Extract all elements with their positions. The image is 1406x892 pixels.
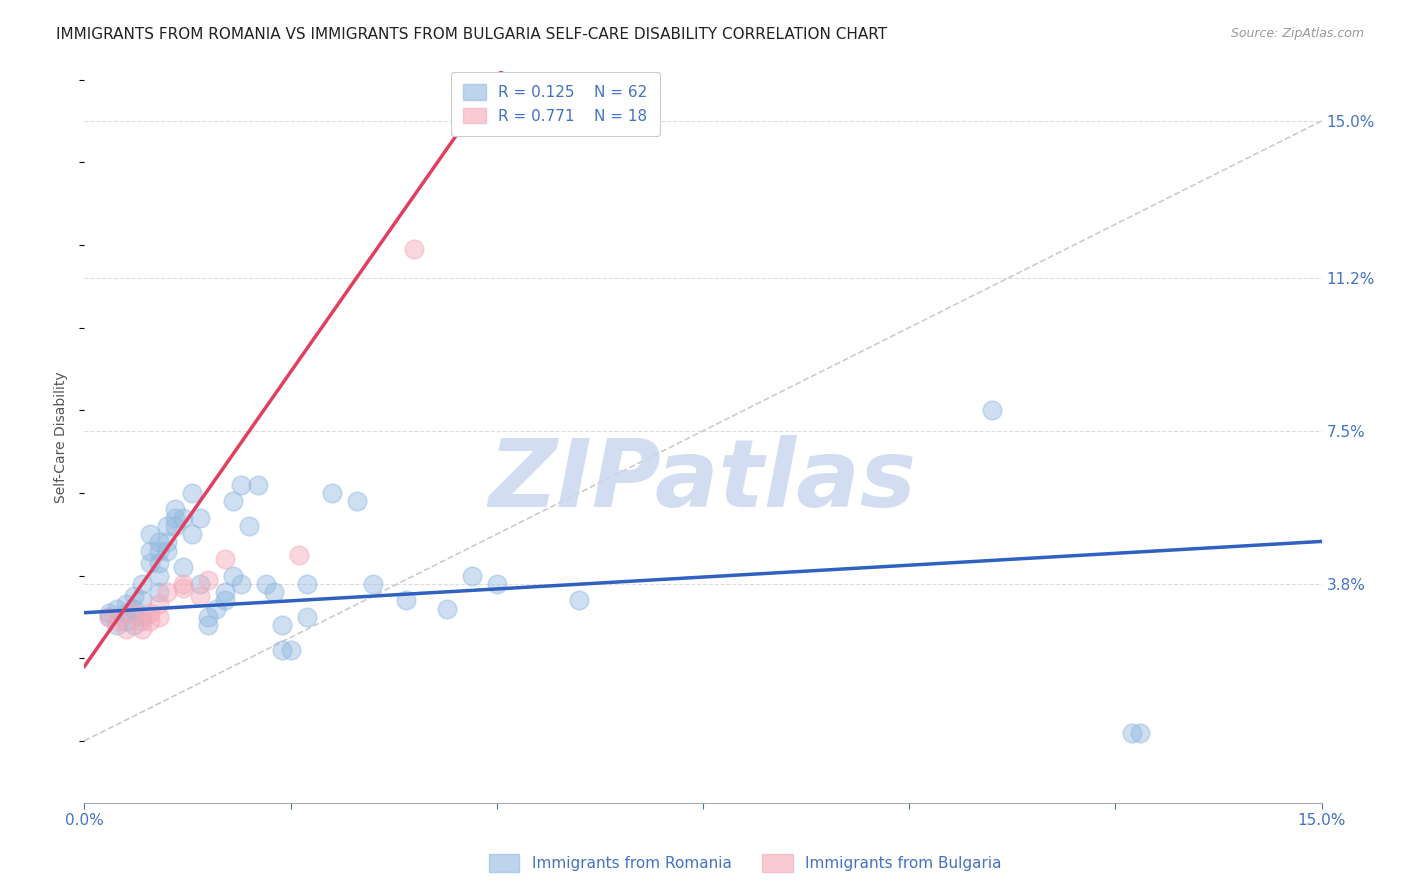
Point	[295, 576, 318, 591]
Point	[271, 643, 294, 657]
Point	[148, 535, 170, 549]
Point	[98, 610, 121, 624]
Point	[254, 576, 277, 591]
Point	[288, 548, 311, 562]
Point	[114, 622, 136, 636]
Point	[197, 618, 219, 632]
Point	[131, 622, 153, 636]
Legend: Immigrants from Romania, Immigrants from Bulgaria: Immigrants from Romania, Immigrants from…	[482, 847, 1008, 879]
Point	[229, 477, 252, 491]
Point	[122, 601, 145, 615]
Point	[139, 543, 162, 558]
Point	[485, 576, 508, 591]
Point	[139, 556, 162, 570]
Point	[980, 403, 1002, 417]
Point	[1121, 725, 1143, 739]
Point	[180, 486, 202, 500]
Point	[98, 610, 121, 624]
Point	[139, 614, 162, 628]
Y-axis label: Self-Care Disability: Self-Care Disability	[55, 371, 69, 503]
Point	[131, 610, 153, 624]
Point	[122, 589, 145, 603]
Point	[246, 477, 269, 491]
Point	[156, 585, 179, 599]
Point	[114, 598, 136, 612]
Point	[395, 593, 418, 607]
Point	[148, 568, 170, 582]
Point	[148, 598, 170, 612]
Point	[105, 601, 128, 615]
Point	[1129, 725, 1152, 739]
Point	[271, 618, 294, 632]
Text: ZIPatlas: ZIPatlas	[489, 435, 917, 527]
Point	[188, 510, 211, 524]
Point	[156, 535, 179, 549]
Legend: R = 0.125    N = 62, R = 0.771    N = 18: R = 0.125 N = 62, R = 0.771 N = 18	[451, 71, 659, 136]
Point	[172, 581, 194, 595]
Point	[139, 527, 162, 541]
Point	[114, 606, 136, 620]
Point	[321, 486, 343, 500]
Point	[98, 606, 121, 620]
Point	[205, 601, 228, 615]
Point	[263, 585, 285, 599]
Point	[214, 585, 236, 599]
Point	[222, 494, 245, 508]
Point	[114, 614, 136, 628]
Point	[156, 543, 179, 558]
Text: IMMIGRANTS FROM ROMANIA VS IMMIGRANTS FROM BULGARIA SELF-CARE DISABILITY CORRELA: IMMIGRANTS FROM ROMANIA VS IMMIGRANTS FR…	[56, 27, 887, 42]
Point	[131, 593, 153, 607]
Point	[131, 576, 153, 591]
Point	[172, 576, 194, 591]
Point	[346, 494, 368, 508]
Point	[156, 519, 179, 533]
Text: Source: ZipAtlas.com: Source: ZipAtlas.com	[1230, 27, 1364, 40]
Point	[165, 519, 187, 533]
Point	[188, 576, 211, 591]
Point	[295, 610, 318, 624]
Point	[172, 510, 194, 524]
Point	[148, 610, 170, 624]
Point	[461, 568, 484, 582]
Point	[238, 519, 260, 533]
Point	[122, 618, 145, 632]
Point	[404, 242, 426, 256]
Point	[180, 527, 202, 541]
Point	[197, 610, 219, 624]
Point	[568, 593, 591, 607]
Point	[188, 589, 211, 603]
Point	[165, 510, 187, 524]
Point	[280, 643, 302, 657]
Point	[148, 585, 170, 599]
Point	[131, 614, 153, 628]
Point	[214, 593, 236, 607]
Point	[214, 552, 236, 566]
Point	[172, 560, 194, 574]
Point	[361, 576, 384, 591]
Point	[229, 576, 252, 591]
Point	[148, 556, 170, 570]
Point	[105, 618, 128, 632]
Point	[105, 614, 128, 628]
Point	[197, 573, 219, 587]
Point	[139, 606, 162, 620]
Point	[148, 543, 170, 558]
Point	[165, 502, 187, 516]
Point	[436, 601, 458, 615]
Point	[222, 568, 245, 582]
Point	[122, 606, 145, 620]
